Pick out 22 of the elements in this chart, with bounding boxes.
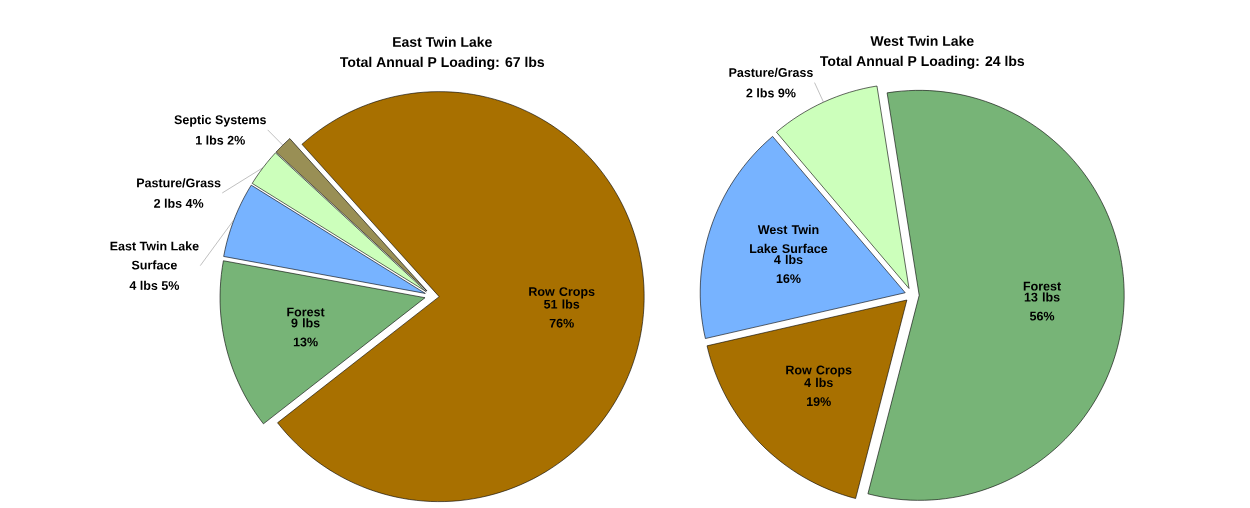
data-label: 4 lbs 19% [804,377,833,407]
data-label: 9 lbs 13% [291,318,320,347]
data-label: 4 lbs 5% [129,280,180,290]
slice-label: East Twin Lake Surface [110,241,199,270]
slice-label: Row Crops [786,365,852,377]
data-label: 2 lbs 4% [154,198,204,208]
slice-label: Septic Systems [174,115,266,127]
chart-title: East Twin Lake [393,36,492,47]
slice-label: Pasture/Grass [729,67,813,78]
data-label: 13 lbs 56% [1024,292,1060,321]
slice-label: Forest [1023,281,1061,291]
data-label: 1 lbs 2% [196,135,245,145]
slice-label: Forest [287,307,325,317]
slice-label: Row Crops [529,287,595,299]
data-label: 51 lbs 76% [544,299,580,328]
chart-subtitle: Total Annual P Loading: 67 lbs [340,56,545,70]
chart-title: West Twin Lake [870,35,974,46]
slice-label: West Twin Lake Surface [750,224,828,254]
chart-subtitle: Total Annual P Loading: 24 lbs [820,55,1025,69]
data-label: 2 lbs 9% [746,88,796,98]
slice-label: Pasture/Grass [137,178,221,188]
data-label: 4 lbs 16% [774,254,803,284]
